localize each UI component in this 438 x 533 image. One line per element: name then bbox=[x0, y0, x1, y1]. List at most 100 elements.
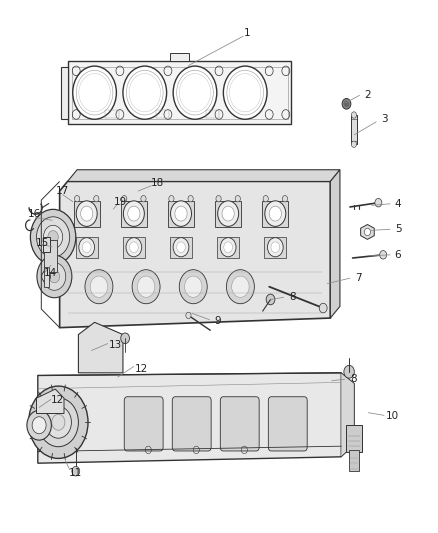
Circle shape bbox=[265, 201, 286, 227]
Bar bbox=[262, 201, 288, 227]
Circle shape bbox=[364, 228, 371, 236]
Bar bbox=[43, 237, 50, 252]
Text: 3: 3 bbox=[381, 114, 387, 124]
Circle shape bbox=[72, 466, 80, 476]
Bar bbox=[265, 237, 286, 258]
Text: 5: 5 bbox=[395, 224, 401, 235]
Circle shape bbox=[48, 231, 58, 244]
Circle shape bbox=[351, 141, 357, 148]
Circle shape bbox=[263, 196, 268, 202]
Circle shape bbox=[342, 99, 351, 109]
Text: 9: 9 bbox=[215, 316, 222, 326]
Circle shape bbox=[130, 242, 138, 253]
Text: 17: 17 bbox=[56, 186, 69, 196]
Bar bbox=[44, 240, 57, 272]
Circle shape bbox=[351, 112, 357, 118]
Circle shape bbox=[224, 242, 233, 253]
Bar bbox=[215, 201, 241, 227]
Circle shape bbox=[123, 66, 166, 119]
Circle shape bbox=[128, 206, 140, 221]
Bar bbox=[351, 115, 357, 144]
Circle shape bbox=[344, 366, 354, 378]
Text: 14: 14 bbox=[44, 268, 57, 278]
Circle shape bbox=[173, 66, 217, 119]
Circle shape bbox=[169, 196, 174, 202]
Circle shape bbox=[42, 271, 50, 282]
Circle shape bbox=[43, 263, 66, 290]
Bar bbox=[123, 237, 145, 258]
Circle shape bbox=[122, 196, 127, 202]
Circle shape bbox=[223, 66, 267, 119]
Circle shape bbox=[85, 270, 113, 304]
Text: 12: 12 bbox=[51, 395, 64, 406]
Bar bbox=[349, 450, 359, 471]
Bar bbox=[106, 110, 119, 118]
Circle shape bbox=[170, 201, 191, 227]
Circle shape bbox=[175, 206, 187, 221]
Circle shape bbox=[141, 196, 146, 202]
Bar bbox=[74, 201, 100, 227]
Bar bbox=[155, 110, 169, 118]
Circle shape bbox=[222, 206, 234, 221]
Polygon shape bbox=[36, 389, 64, 414]
Text: 8: 8 bbox=[350, 374, 357, 384]
Bar bbox=[76, 237, 98, 258]
Circle shape bbox=[32, 417, 46, 434]
Circle shape bbox=[79, 238, 95, 257]
Bar bbox=[168, 201, 194, 227]
Text: 7: 7 bbox=[355, 273, 362, 283]
Circle shape bbox=[49, 270, 60, 283]
Text: 16: 16 bbox=[28, 209, 41, 220]
Bar bbox=[170, 237, 192, 258]
Text: 12: 12 bbox=[134, 364, 148, 374]
Circle shape bbox=[235, 196, 240, 202]
Circle shape bbox=[28, 386, 88, 458]
Text: 13: 13 bbox=[109, 340, 122, 350]
Circle shape bbox=[173, 238, 189, 257]
Circle shape bbox=[268, 238, 283, 257]
Polygon shape bbox=[78, 322, 123, 373]
Circle shape bbox=[179, 270, 207, 304]
Text: 6: 6 bbox=[395, 250, 401, 260]
Circle shape bbox=[94, 196, 99, 202]
Circle shape bbox=[218, 201, 239, 227]
Circle shape bbox=[344, 101, 349, 107]
Text: 18: 18 bbox=[150, 177, 164, 188]
Circle shape bbox=[126, 238, 142, 257]
Circle shape bbox=[82, 242, 91, 253]
Circle shape bbox=[74, 196, 80, 202]
Text: 4: 4 bbox=[395, 199, 401, 209]
Circle shape bbox=[138, 276, 155, 297]
FancyBboxPatch shape bbox=[268, 397, 307, 451]
FancyBboxPatch shape bbox=[124, 397, 163, 451]
Text: 1: 1 bbox=[244, 28, 251, 38]
Circle shape bbox=[283, 196, 288, 202]
Circle shape bbox=[73, 66, 117, 119]
Bar bbox=[206, 110, 219, 118]
Circle shape bbox=[132, 270, 160, 304]
Polygon shape bbox=[330, 169, 340, 318]
Circle shape bbox=[121, 333, 130, 344]
FancyBboxPatch shape bbox=[220, 397, 259, 451]
Bar bbox=[44, 266, 49, 287]
Polygon shape bbox=[60, 181, 330, 328]
Polygon shape bbox=[341, 373, 354, 457]
Circle shape bbox=[177, 242, 185, 253]
Bar bbox=[68, 61, 291, 124]
Circle shape bbox=[37, 255, 72, 298]
Text: 11: 11 bbox=[69, 468, 82, 478]
Circle shape bbox=[52, 414, 65, 430]
Circle shape bbox=[226, 270, 254, 304]
Text: 19: 19 bbox=[114, 197, 127, 207]
Circle shape bbox=[36, 217, 70, 257]
Polygon shape bbox=[38, 373, 341, 463]
Circle shape bbox=[81, 206, 93, 221]
Circle shape bbox=[319, 303, 327, 313]
Circle shape bbox=[124, 201, 145, 227]
Circle shape bbox=[232, 276, 249, 297]
Bar bbox=[72, 67, 288, 119]
Circle shape bbox=[27, 410, 51, 440]
Circle shape bbox=[269, 206, 282, 221]
Text: 10: 10 bbox=[386, 411, 399, 422]
Polygon shape bbox=[360, 224, 374, 239]
